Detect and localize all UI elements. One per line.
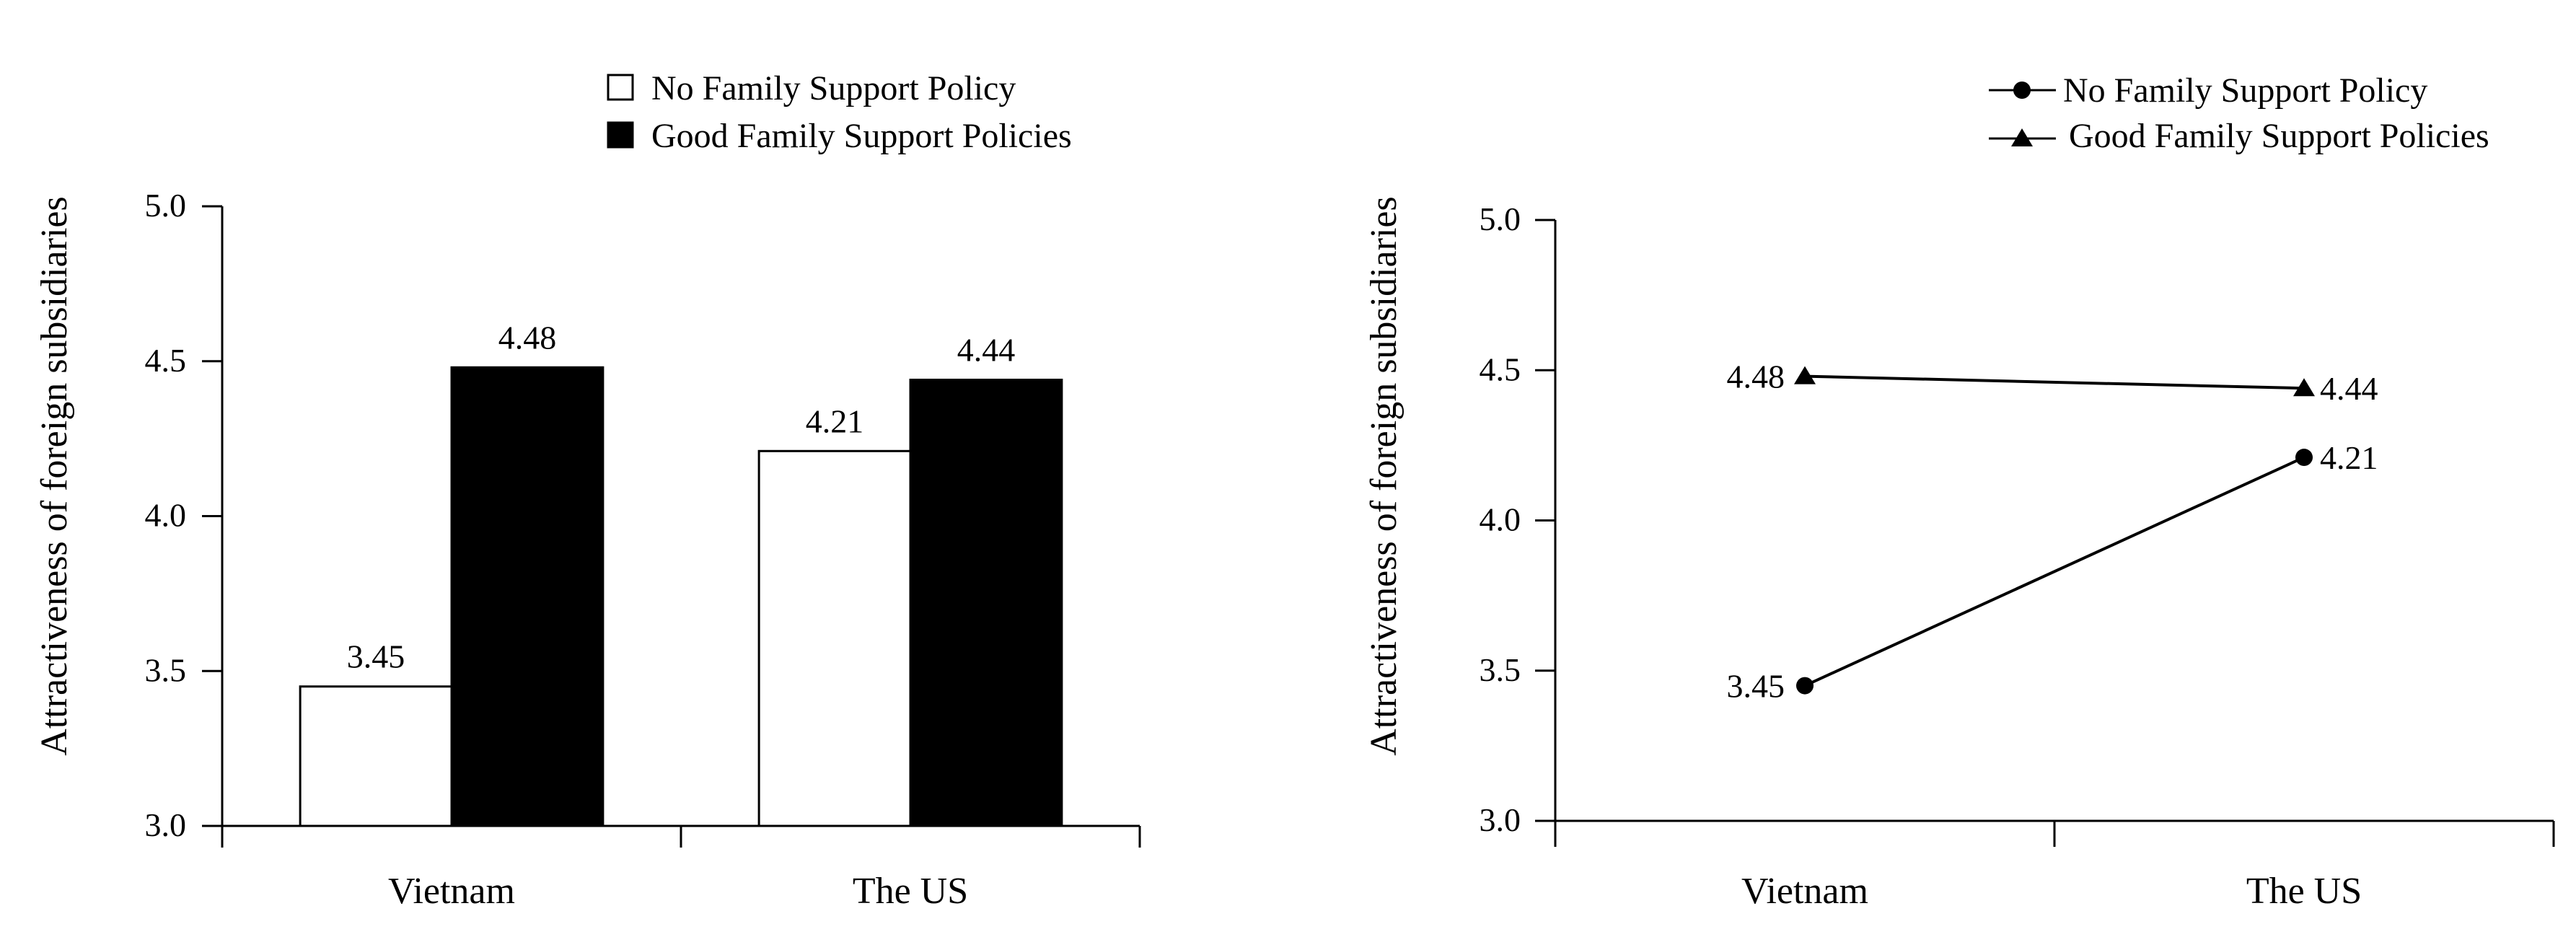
bar-y-tick-label: 3.0 [145,806,187,843]
legend-swatch-no-policy [607,74,634,101]
line-point [1796,677,1814,695]
bar [757,449,912,827]
legend-marker-triangle [2011,128,2033,146]
bar-legend: No Family Support Policy Good Family Sup… [607,69,1072,155]
bar-data-label: 4.44 [957,332,1016,369]
line-legend-label-good-policies: Good Family Support Policies [2069,117,2489,155]
bar-chart: No Family Support Policy Good Family Sup… [34,69,1141,912]
line-y-tick-label: 3.0 [1480,801,1521,838]
bar-y-axis-title: Attractiveness of foreign subsidiaries [34,196,75,755]
legend-label-good-policies: Good Family Support Policies [651,117,1072,155]
line-x-category-label: Vietnam [1741,871,1868,912]
line-data-label: 4.48 [1727,358,1785,395]
line-chart: No Family Support Policy Good Family Sup… [1363,71,2555,912]
line-marks: 3.45 4.21 4.48 4.44 [1727,358,2378,705]
line-y-tick-label: 3.5 [1480,651,1521,688]
bar-x-category-label: Vietnam [388,871,515,912]
bar [299,685,453,827]
legend-label-no-policy: No Family Support Policy [651,69,1016,107]
line-y-axis-title: Attractiveness of foreign subsidiaries [1363,196,1405,755]
series-line [1804,374,2305,390]
legend-marker-circle [2013,82,2031,99]
line-data-label: 3.45 [1727,668,1785,705]
line-y-tick-label: 5.0 [1480,201,1521,237]
bar-data-label: 3.45 [347,638,405,675]
bar-data-label: 4.21 [806,402,864,439]
line-legend: No Family Support Policy Good Family Sup… [1989,71,2489,155]
bar-x-category-label: The US [853,871,968,912]
bar-y-tick-label: 5.0 [145,187,187,224]
bar-data-label: 4.48 [498,319,557,356]
bar-x-ticks: Vietnam The US [221,826,1141,912]
bar-y-tick-label: 3.5 [145,651,187,688]
bar-y-ticks: 3.0 3.5 4.0 4.5 5.0 [145,187,222,843]
bar-y-tick-label: 4.0 [145,497,187,534]
bar [909,379,1063,827]
line-data-label: 4.21 [2320,439,2378,476]
series-line [1804,456,2305,687]
line-y-tick-label: 4.0 [1480,501,1521,538]
line-point [2293,378,2315,397]
line-point [1794,366,1816,384]
line-y-ticks: 3.0 3.5 4.0 4.5 5.0 [1480,201,1555,838]
line-data-label: 4.44 [2320,370,2378,407]
bar-marks: 3.45 4.48 4.21 4.44 [299,319,1063,827]
bar-y-tick-label: 4.5 [145,342,187,379]
line-x-ticks: Vietnam The US [1554,821,2555,912]
line-y-tick-label: 4.5 [1480,351,1521,387]
line-point [2295,449,2313,467]
line-legend-label-no-policy: No Family Support Policy [2063,71,2427,110]
legend-swatch-good-policies [607,121,634,149]
line-x-category-label: The US [2246,871,2362,912]
bar [450,366,605,827]
